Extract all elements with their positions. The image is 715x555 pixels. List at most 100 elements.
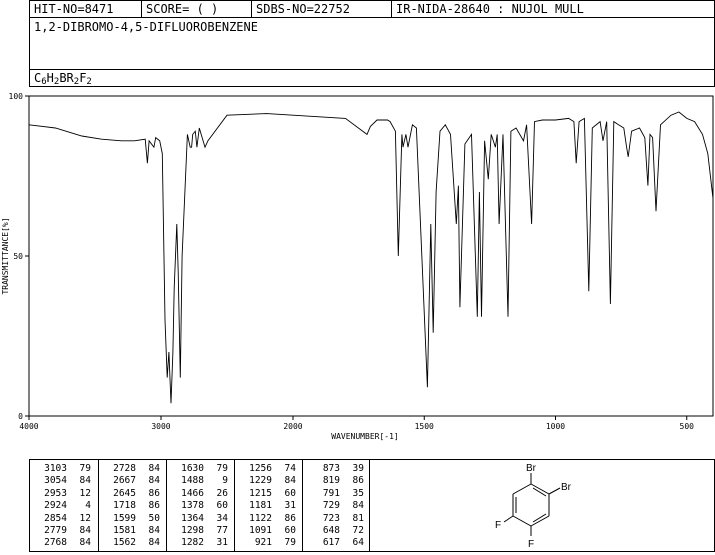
peak-transmittance: 84 (148, 475, 160, 487)
peak-wavenumber: 819 (322, 475, 340, 487)
peak-row: 1364 34 (172, 513, 234, 525)
x-tick-label: 1500 (415, 422, 434, 431)
peak-transmittance: 86 (148, 487, 160, 499)
peak-transmittance: 50 (148, 512, 160, 524)
peak-wavenumber: 1298 (181, 525, 204, 537)
peak-row: 2645 86 (104, 488, 166, 500)
peak-row: 3103 79 (35, 463, 98, 475)
peak-row: 2953 12 (35, 488, 98, 500)
ir-spectrum-chart: 4000 3000 2000 1500 1000 500 0 50 100 WAVENUMBE… (1, 92, 714, 441)
compound-name-box: 1,2-DIBROMO-4,5-DIFLUOROBENZENE (29, 17, 715, 70)
atom-label: F (495, 520, 501, 531)
spectrum-line (28, 111, 714, 404)
peak-row: 1091 60 (240, 525, 302, 537)
peak-row: 1298 77 (172, 525, 234, 537)
peak-row: 873 39 (308, 463, 370, 475)
peak-wavenumber: 1181 (249, 500, 272, 512)
peak-transmittance: 39 (352, 463, 364, 474)
peak-transmittance: 77 (216, 525, 228, 537)
peak-row: 617 64 (308, 537, 370, 549)
atom-label: Br (561, 482, 572, 493)
formula-subscript: 2 (86, 77, 92, 87)
peak-row: 1562 84 (104, 537, 166, 549)
sdbs-number: SDBS-NO=22752 (251, 1, 391, 17)
peak-transmittance: 84 (148, 537, 160, 549)
peak-row: 2854 12 (35, 513, 98, 525)
peak-wavenumber: 1378 (181, 500, 204, 512)
peak-row: 1718 86 (104, 500, 166, 512)
peak-transmittance: 86 (352, 475, 364, 487)
peak-row: 1630 79 (172, 463, 234, 475)
peak-wavenumber: 921 (254, 537, 272, 549)
peak-row: 1466 26 (172, 488, 234, 500)
peak-wavenumber: 1630 (181, 463, 204, 474)
formula-subscript: 6 (41, 77, 47, 87)
formula-element: C (34, 71, 42, 85)
peak-wavenumber: 3103 (44, 463, 67, 474)
peak-wavenumber: 648 (322, 525, 340, 537)
peak-row: 1581 84 (104, 525, 166, 537)
peak-wavenumber: 1229 (249, 475, 272, 487)
formula-element: F (79, 71, 87, 85)
peak-transmittance: 84 (148, 525, 160, 537)
x-tick-label: 500 (680, 422, 695, 431)
peak-wavenumber: 729 (322, 500, 340, 512)
x-tick-label: 4000 (19, 422, 38, 431)
peak-transmittance: 74 (284, 463, 296, 474)
peak-transmittance: 4 (85, 500, 91, 512)
structure-box: Br Br F F (369, 459, 715, 552)
peak-column: 1256 74 1229 84 1215 60 1181 31 1122 86 1091 60 921 7… (234, 460, 302, 551)
peak-transmittance: 60 (284, 525, 296, 537)
x-tick-label: 3000 (151, 422, 170, 431)
peak-transmittance: 12 (79, 512, 91, 524)
formula-element: BR (59, 71, 74, 85)
formula-box: C6H2BR2F2 (29, 69, 715, 87)
peak-row: 723 81 (308, 513, 370, 525)
peak-wavenumber: 1091 (249, 525, 272, 537)
peak-row: 2924 4 (35, 500, 98, 512)
peak-wavenumber: 723 (322, 512, 340, 524)
molecular-formula: C6H2BR2F2 (34, 71, 92, 87)
peak-table: 3103 79 3054 84 2953 12 2924 4 2854 12 2779 84 2768 8… (29, 459, 370, 552)
peak-transmittance: 84 (79, 525, 91, 537)
peak-row: 1122 86 (240, 513, 302, 525)
peak-transmittance: 79 (79, 463, 91, 474)
peak-column: 873 39 819 86 791 35 729 84 723 81 648 72 617 64 (302, 460, 370, 551)
peak-transmittance: 9 (222, 475, 228, 487)
peak-transmittance: 34 (216, 512, 228, 524)
x-tick-label: 2000 (283, 422, 302, 431)
molecule-structure: Br Br F F (495, 463, 572, 550)
peak-transmittance: 64 (352, 537, 364, 549)
peak-row: 2768 84 (35, 537, 98, 549)
peak-wavenumber: 1256 (249, 463, 272, 474)
peak-wavenumber: 2728 (113, 463, 136, 474)
peak-transmittance: 79 (284, 537, 296, 549)
peak-transmittance: 84 (148, 463, 160, 474)
peak-wavenumber: 791 (322, 487, 340, 499)
peak-transmittance: 81 (352, 512, 364, 524)
atom-label: Br (526, 463, 537, 474)
peak-transmittance: 31 (216, 537, 228, 549)
peak-row: 3054 84 (35, 475, 98, 487)
peak-row: 2667 84 (104, 475, 166, 487)
peak-row: 1229 84 (240, 475, 302, 487)
peak-row: 1488 9 (172, 475, 234, 487)
peak-wavenumber: 2779 (44, 525, 67, 537)
y-tick-label: 100 (9, 92, 24, 101)
peak-wavenumber: 1282 (181, 537, 204, 549)
peak-transmittance: 86 (148, 500, 160, 512)
score: SCORE= ( ) (141, 1, 251, 17)
peak-transmittance: 84 (352, 500, 364, 512)
peak-row: 819 86 (308, 475, 370, 487)
peak-wavenumber: 1466 (181, 487, 204, 499)
y-tick-label: 50 (13, 252, 23, 261)
formula-element: H (46, 71, 54, 85)
y-tick-label: 0 (18, 412, 23, 421)
peak-row: 1181 31 (240, 500, 302, 512)
peak-wavenumber: 1581 (113, 525, 136, 537)
peak-wavenumber: 2953 (44, 487, 67, 499)
peak-transmittance: 84 (284, 475, 296, 487)
atom-label: F (528, 539, 534, 550)
peak-row: 2779 84 (35, 525, 98, 537)
peak-column: 3103 79 3054 84 2953 12 2924 4 2854 12 2779 84 2768 8… (30, 460, 98, 551)
